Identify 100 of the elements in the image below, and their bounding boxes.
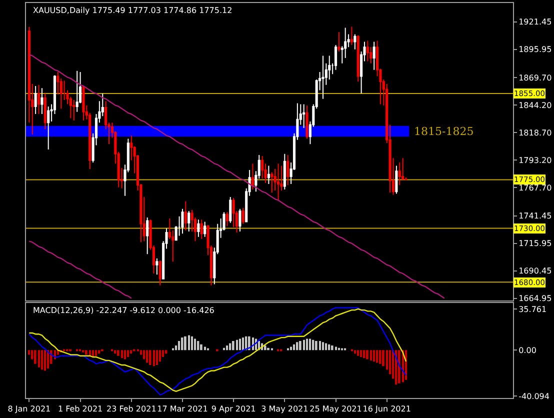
y-tick-label: 1690.45 — [518, 266, 552, 276]
bar — [143, 350, 145, 360]
bar — [322, 342, 324, 350]
candlestick — [242, 207, 244, 224]
x-tick-label: 17 Mar 2021 — [157, 404, 208, 414]
bar — [146, 350, 148, 363]
candlestick — [184, 200, 187, 231]
bar — [363, 350, 366, 358]
bar — [226, 346, 228, 350]
candlestick — [283, 153, 286, 190]
bar — [165, 350, 168, 354]
candlestick — [37, 84, 40, 114]
bar — [204, 346, 206, 350]
x-tick-label: 9 Apr 2021 — [211, 404, 256, 414]
bar — [236, 340, 238, 350]
bar — [405, 350, 407, 380]
candlestick — [334, 44, 338, 70]
candlestick — [251, 163, 254, 190]
bar — [398, 350, 400, 384]
y-tick-label: 1664.95 — [518, 294, 552, 304]
bar — [376, 350, 378, 363]
candlestick — [395, 165, 398, 194]
candlestick — [302, 104, 306, 129]
bar — [360, 350, 362, 358]
bar — [95, 350, 97, 356]
candlestick — [229, 196, 232, 224]
chart-title: MACD(12,26,9) -22.247 -9.612 0.000 -16.426 — [33, 306, 214, 315]
bar — [229, 343, 232, 350]
candlestick — [82, 85, 85, 121]
bar — [153, 350, 155, 366]
bar — [38, 350, 40, 368]
x-tick-label: 8 Jan 2021 — [8, 404, 51, 414]
x-tick-label: 25 May 2021 — [310, 404, 362, 414]
candlestick — [156, 258, 158, 276]
bar — [315, 340, 318, 350]
chart-title: XAUUSD,Daily 1775.49 1777.03 1774.86 1775.12 — [33, 6, 232, 15]
bar — [357, 350, 359, 356]
bar — [188, 335, 190, 350]
candlestick — [146, 216, 149, 255]
y-tick-label: 1793.20 — [518, 156, 552, 165]
candlestick — [72, 99, 76, 121]
y-tick-label: 1895.95 — [518, 45, 552, 54]
y-tick-label: 35.761 — [518, 305, 547, 314]
bar — [232, 340, 234, 350]
bar — [89, 350, 91, 356]
bar — [331, 346, 334, 350]
bar — [382, 350, 384, 366]
bar — [373, 350, 375, 362]
candlestick — [181, 208, 184, 234]
candlestick — [372, 41, 376, 70]
candlestick — [76, 70, 78, 112]
candlestick — [398, 162, 401, 186]
bar — [309, 338, 311, 350]
y-tick-label: 1921.45 — [518, 18, 552, 27]
bar — [191, 336, 193, 350]
candlestick — [286, 154, 290, 186]
x-tick-label: 3 May 2021 — [261, 404, 308, 414]
bar — [184, 336, 186, 350]
y-tick-label: 0.00 — [518, 346, 536, 355]
bar — [303, 340, 305, 350]
bar — [41, 350, 43, 370]
bar — [242, 338, 244, 350]
candlestick — [322, 55, 324, 100]
bar — [354, 350, 356, 354]
candlestick — [204, 221, 206, 238]
bar — [306, 338, 308, 350]
x-tick-label: 1 Feb 2021 — [58, 404, 103, 414]
candlestick — [356, 34, 360, 82]
bar — [290, 346, 292, 350]
bar — [44, 350, 46, 371]
bar — [178, 340, 180, 350]
bar — [124, 350, 126, 360]
candlestick — [350, 26, 354, 46]
candlestick — [277, 163, 280, 201]
candlestick — [197, 219, 200, 238]
candlestick — [158, 260, 162, 286]
candlestick — [44, 93, 46, 130]
bar — [328, 344, 330, 350]
bar — [156, 350, 158, 366]
candlestick — [354, 34, 356, 50]
x-tick-label: 16 Jun 2021 — [362, 404, 411, 414]
candlestick — [306, 104, 308, 140]
bar — [127, 350, 129, 358]
candlestick — [40, 88, 44, 114]
bar — [85, 350, 88, 355]
y-tick-label: 1741.45 — [518, 212, 552, 221]
bar — [312, 340, 314, 350]
candlestick — [366, 40, 369, 62]
y-tick-label: 1767.70 — [518, 183, 552, 192]
bar — [114, 350, 116, 354]
y-tick-label: 1869.70 — [518, 73, 552, 82]
y-tick-label: 1844.20 — [518, 100, 552, 110]
bar — [239, 338, 241, 350]
bar — [319, 340, 321, 350]
bar — [130, 350, 132, 354]
bar — [34, 350, 36, 364]
candlestick — [200, 219, 203, 240]
bar — [92, 350, 94, 358]
band-label: 1815-1825 — [414, 125, 474, 138]
bar — [181, 338, 184, 350]
